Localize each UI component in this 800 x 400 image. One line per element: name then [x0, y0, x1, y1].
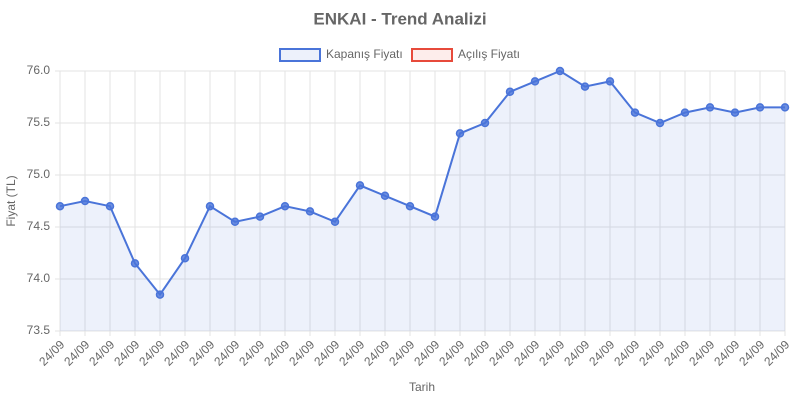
point: [55, 201, 65, 211]
x-tick-label: 24/09: [611, 337, 642, 368]
point: [580, 82, 590, 91]
x-tick-label: 24/09: [236, 337, 267, 368]
x-tick-label: 24/09: [461, 337, 492, 368]
point: [80, 196, 90, 206]
point: [105, 201, 115, 211]
x-tick-label: 24/09: [86, 337, 117, 368]
y-tick-label: 74.0: [27, 271, 51, 285]
point: [130, 259, 140, 268]
y-tick-label: 75.5: [27, 115, 51, 129]
point: [305, 207, 315, 216]
point: [680, 108, 690, 117]
point: [430, 212, 440, 221]
x-tick-label: 24/09: [636, 337, 667, 368]
point: [280, 201, 290, 211]
x-tick-label: 24/09: [361, 337, 392, 368]
point: [730, 108, 740, 117]
y-tick-label: 75.0: [27, 167, 51, 181]
x-tick-label: 24/09: [711, 337, 742, 368]
point: [655, 118, 665, 128]
legend-swatch: [279, 48, 321, 62]
point: [380, 191, 390, 201]
legend-label: Kapanış Fiyatı: [326, 47, 403, 61]
x-tick-label: 24/09: [761, 337, 792, 368]
y-tick-label: 74.5: [27, 219, 51, 233]
x-tick-label: 24/09: [436, 337, 467, 368]
point: [530, 77, 540, 86]
point: [505, 87, 515, 97]
point: [155, 290, 165, 299]
point: [555, 66, 565, 76]
line: [59, 69, 785, 297]
point: [480, 118, 490, 128]
x-tick-label: 24/09: [661, 337, 692, 368]
x-tick-label: 24/09: [411, 337, 442, 368]
x-tick-label: 24/09: [336, 337, 367, 368]
x-tick-label: 24/09: [61, 337, 92, 368]
x-tick-label: 24/09: [161, 337, 192, 368]
point: [755, 103, 765, 112]
point: [455, 129, 465, 138]
point: [180, 253, 190, 263]
x-tick-label: 24/09: [286, 337, 317, 368]
point: [230, 217, 240, 227]
x-tick-label: 24/09: [386, 337, 417, 368]
x-tick-label: 24/09: [561, 337, 592, 368]
x-tick-label: 24/09: [211, 337, 242, 368]
x-axis-label: Tarih: [409, 380, 435, 394]
point: [605, 77, 615, 86]
x-tick-label: 24/09: [136, 337, 167, 368]
y-tick-label: 76.0: [27, 63, 51, 77]
x-tick-label: 24/09: [486, 337, 517, 368]
point: [330, 217, 340, 227]
point: [405, 201, 415, 211]
x-tick-label: 24/09: [111, 337, 142, 368]
legend-swatch: [411, 48, 453, 62]
x-tick-label: 24/09: [586, 337, 617, 368]
point: [780, 103, 790, 112]
point: [205, 201, 215, 211]
point: [255, 212, 265, 221]
x-tick-label: 24/09: [536, 337, 567, 368]
x-tick-label: 24/09: [736, 337, 767, 368]
x-tick-label: 24/09: [686, 337, 717, 368]
y-axis-label: Fiyat (TL): [4, 175, 18, 226]
x-tick-label: 24/09: [36, 337, 67, 368]
area: [60, 71, 785, 331]
x-tick-label: 24/09: [261, 337, 292, 368]
y-tick-label: 73.5: [27, 323, 51, 337]
x-tick-label: 24/09: [511, 337, 542, 368]
point: [355, 181, 365, 190]
x-tick-label: 24/09: [186, 337, 217, 368]
point: [630, 108, 640, 117]
chart-title: ENKAI - Trend Analizi: [313, 9, 486, 28]
point: [705, 103, 715, 112]
x-tick-label: 24/09: [311, 337, 342, 368]
legend-label: Açılış Fiyatı: [458, 47, 520, 61]
